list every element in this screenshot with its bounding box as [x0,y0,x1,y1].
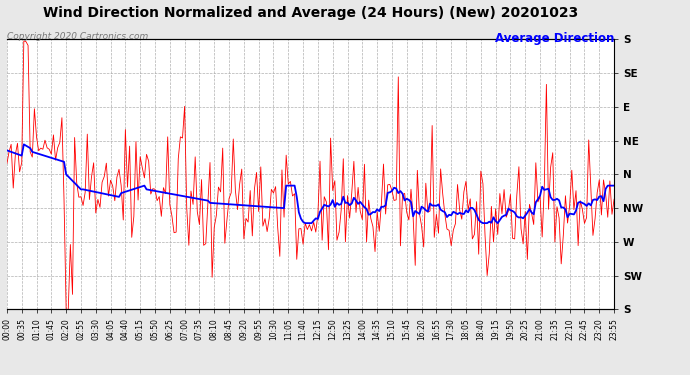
Text: Average Direction: Average Direction [495,32,614,45]
Text: Copyright 2020 Cartronics.com: Copyright 2020 Cartronics.com [7,32,148,41]
Text: Wind Direction Normalized and Average (24 Hours) (New) 20201023: Wind Direction Normalized and Average (2… [43,6,578,20]
